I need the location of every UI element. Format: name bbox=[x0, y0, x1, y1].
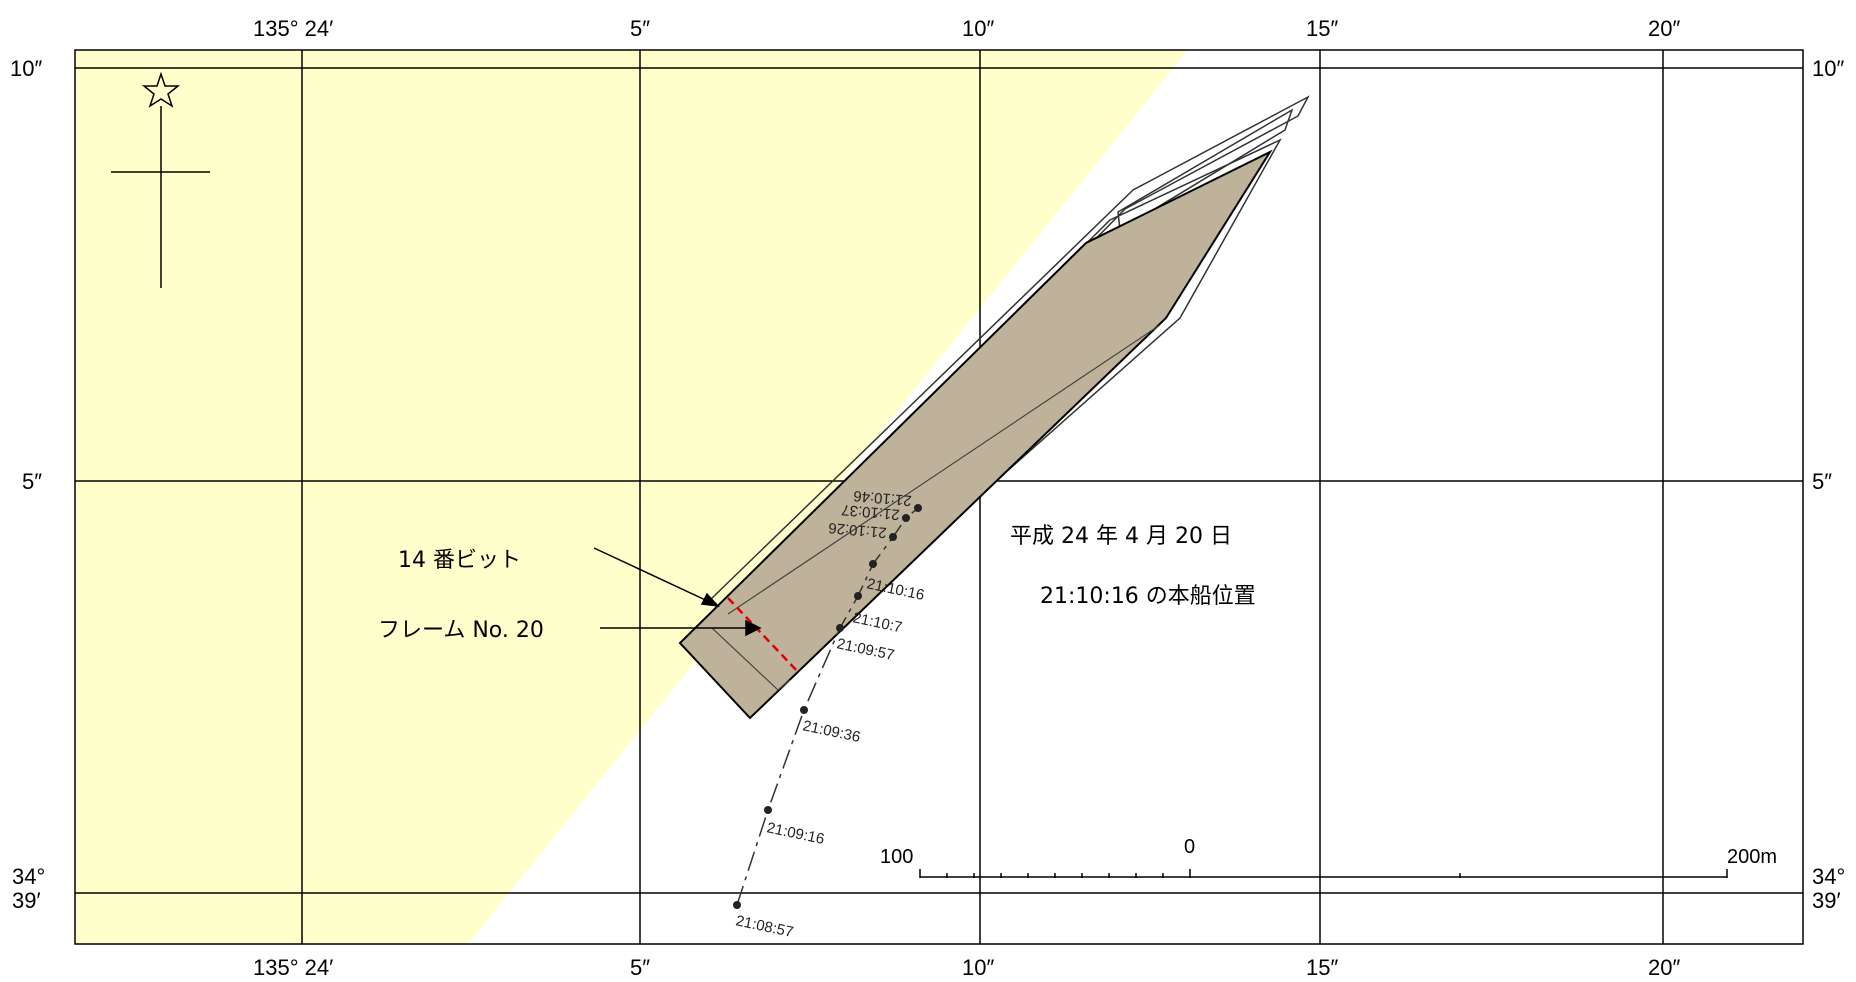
track-time-label: 21:10:46 bbox=[853, 487, 913, 509]
right-axis-label: 10″ bbox=[1812, 56, 1844, 81]
north-arrow bbox=[111, 71, 210, 288]
bottom-axis-label: 15″ bbox=[1306, 955, 1338, 980]
bottom-axis-label: 135° 24′ bbox=[253, 955, 333, 980]
track-time-label: 21:10:37 bbox=[841, 501, 901, 523]
top-axis-label: 20″ bbox=[1648, 16, 1680, 41]
track-points bbox=[733, 504, 922, 909]
track-point bbox=[764, 806, 772, 814]
bitt-arrow-head bbox=[700, 592, 720, 607]
bottom-axis-label: 5″ bbox=[630, 955, 650, 980]
left-axis-label: 5″ bbox=[22, 469, 42, 494]
track-point bbox=[869, 560, 877, 568]
ship-outline-3 bbox=[1117, 108, 1294, 232]
ship-deck-line bbox=[727, 324, 1161, 615]
top-axis-label: 10″ bbox=[962, 16, 994, 41]
track-point bbox=[914, 504, 922, 512]
track-time-label: 21:09:57 bbox=[835, 635, 896, 664]
right-axis-label: 34° bbox=[1812, 864, 1845, 889]
track-point bbox=[902, 514, 910, 522]
right-axis-label: 5″ bbox=[1812, 469, 1832, 494]
frame-callout-label: フレーム No. 20 bbox=[378, 618, 544, 643]
callout-arrows bbox=[593, 547, 762, 637]
track-time-label: 21:10:26 bbox=[828, 519, 888, 541]
left-axis-label: 39′ bbox=[12, 888, 41, 913]
top-axis-labels: 135° 24′ 5″ 10″ 15″ 20″ bbox=[253, 16, 1680, 41]
scale-bar bbox=[919, 869, 1728, 878]
track-point bbox=[733, 901, 741, 909]
star-icon bbox=[141, 71, 181, 108]
ship-hull bbox=[678, 149, 1273, 720]
bitt-callout-label: 14 番ビット bbox=[398, 548, 521, 573]
track-time-label: 21:08:57 bbox=[734, 912, 795, 941]
bottom-axis-labels: 135° 24′ 5″ 10″ 15″ 20″ bbox=[253, 955, 1680, 980]
map-frame bbox=[74, 49, 1804, 945]
top-axis-label: 135° 24′ bbox=[253, 16, 333, 41]
track-time-label: 21:09:36 bbox=[801, 717, 862, 746]
ship-details bbox=[711, 324, 1161, 691]
track-time-label: 21:10:7 bbox=[851, 609, 903, 636]
track-point bbox=[854, 592, 862, 600]
ship-stern-detail bbox=[711, 627, 791, 691]
track-point bbox=[800, 706, 808, 714]
top-axis-label: 5″ bbox=[630, 16, 650, 41]
scale-bar-right-label: 200m bbox=[1727, 846, 1777, 868]
top-axis-label: 15″ bbox=[1306, 16, 1338, 41]
bitt-arrow-line bbox=[593, 547, 715, 605]
left-axis-label: 34° bbox=[12, 864, 45, 889]
track-point bbox=[889, 533, 897, 541]
left-axis-labels: 10″ 5″ 34° 39′ bbox=[10, 56, 45, 913]
scale-bar-left-label: 100 bbox=[880, 846, 913, 868]
date-caption: 平成 24 年 4 月 20 日 bbox=[1010, 524, 1232, 549]
bottom-axis-label: 20″ bbox=[1648, 955, 1680, 980]
left-axis-label: 10″ bbox=[10, 56, 42, 81]
track-time-label: 21:09:16 bbox=[765, 819, 826, 848]
bottom-axis-label: 10″ bbox=[962, 955, 994, 980]
right-axis-labels: 10″ 5″ 34° 39′ bbox=[1812, 56, 1845, 913]
position-caption: 21:10:16 の本船位置 bbox=[1040, 584, 1256, 609]
land-area bbox=[75, 50, 1188, 944]
frame-no20-line bbox=[727, 597, 799, 673]
right-axis-label: 39′ bbox=[1812, 888, 1841, 913]
track-point bbox=[836, 624, 844, 632]
scale-bar-middle-label: 0 bbox=[1184, 836, 1195, 858]
frame-arrow-head bbox=[745, 619, 762, 637]
